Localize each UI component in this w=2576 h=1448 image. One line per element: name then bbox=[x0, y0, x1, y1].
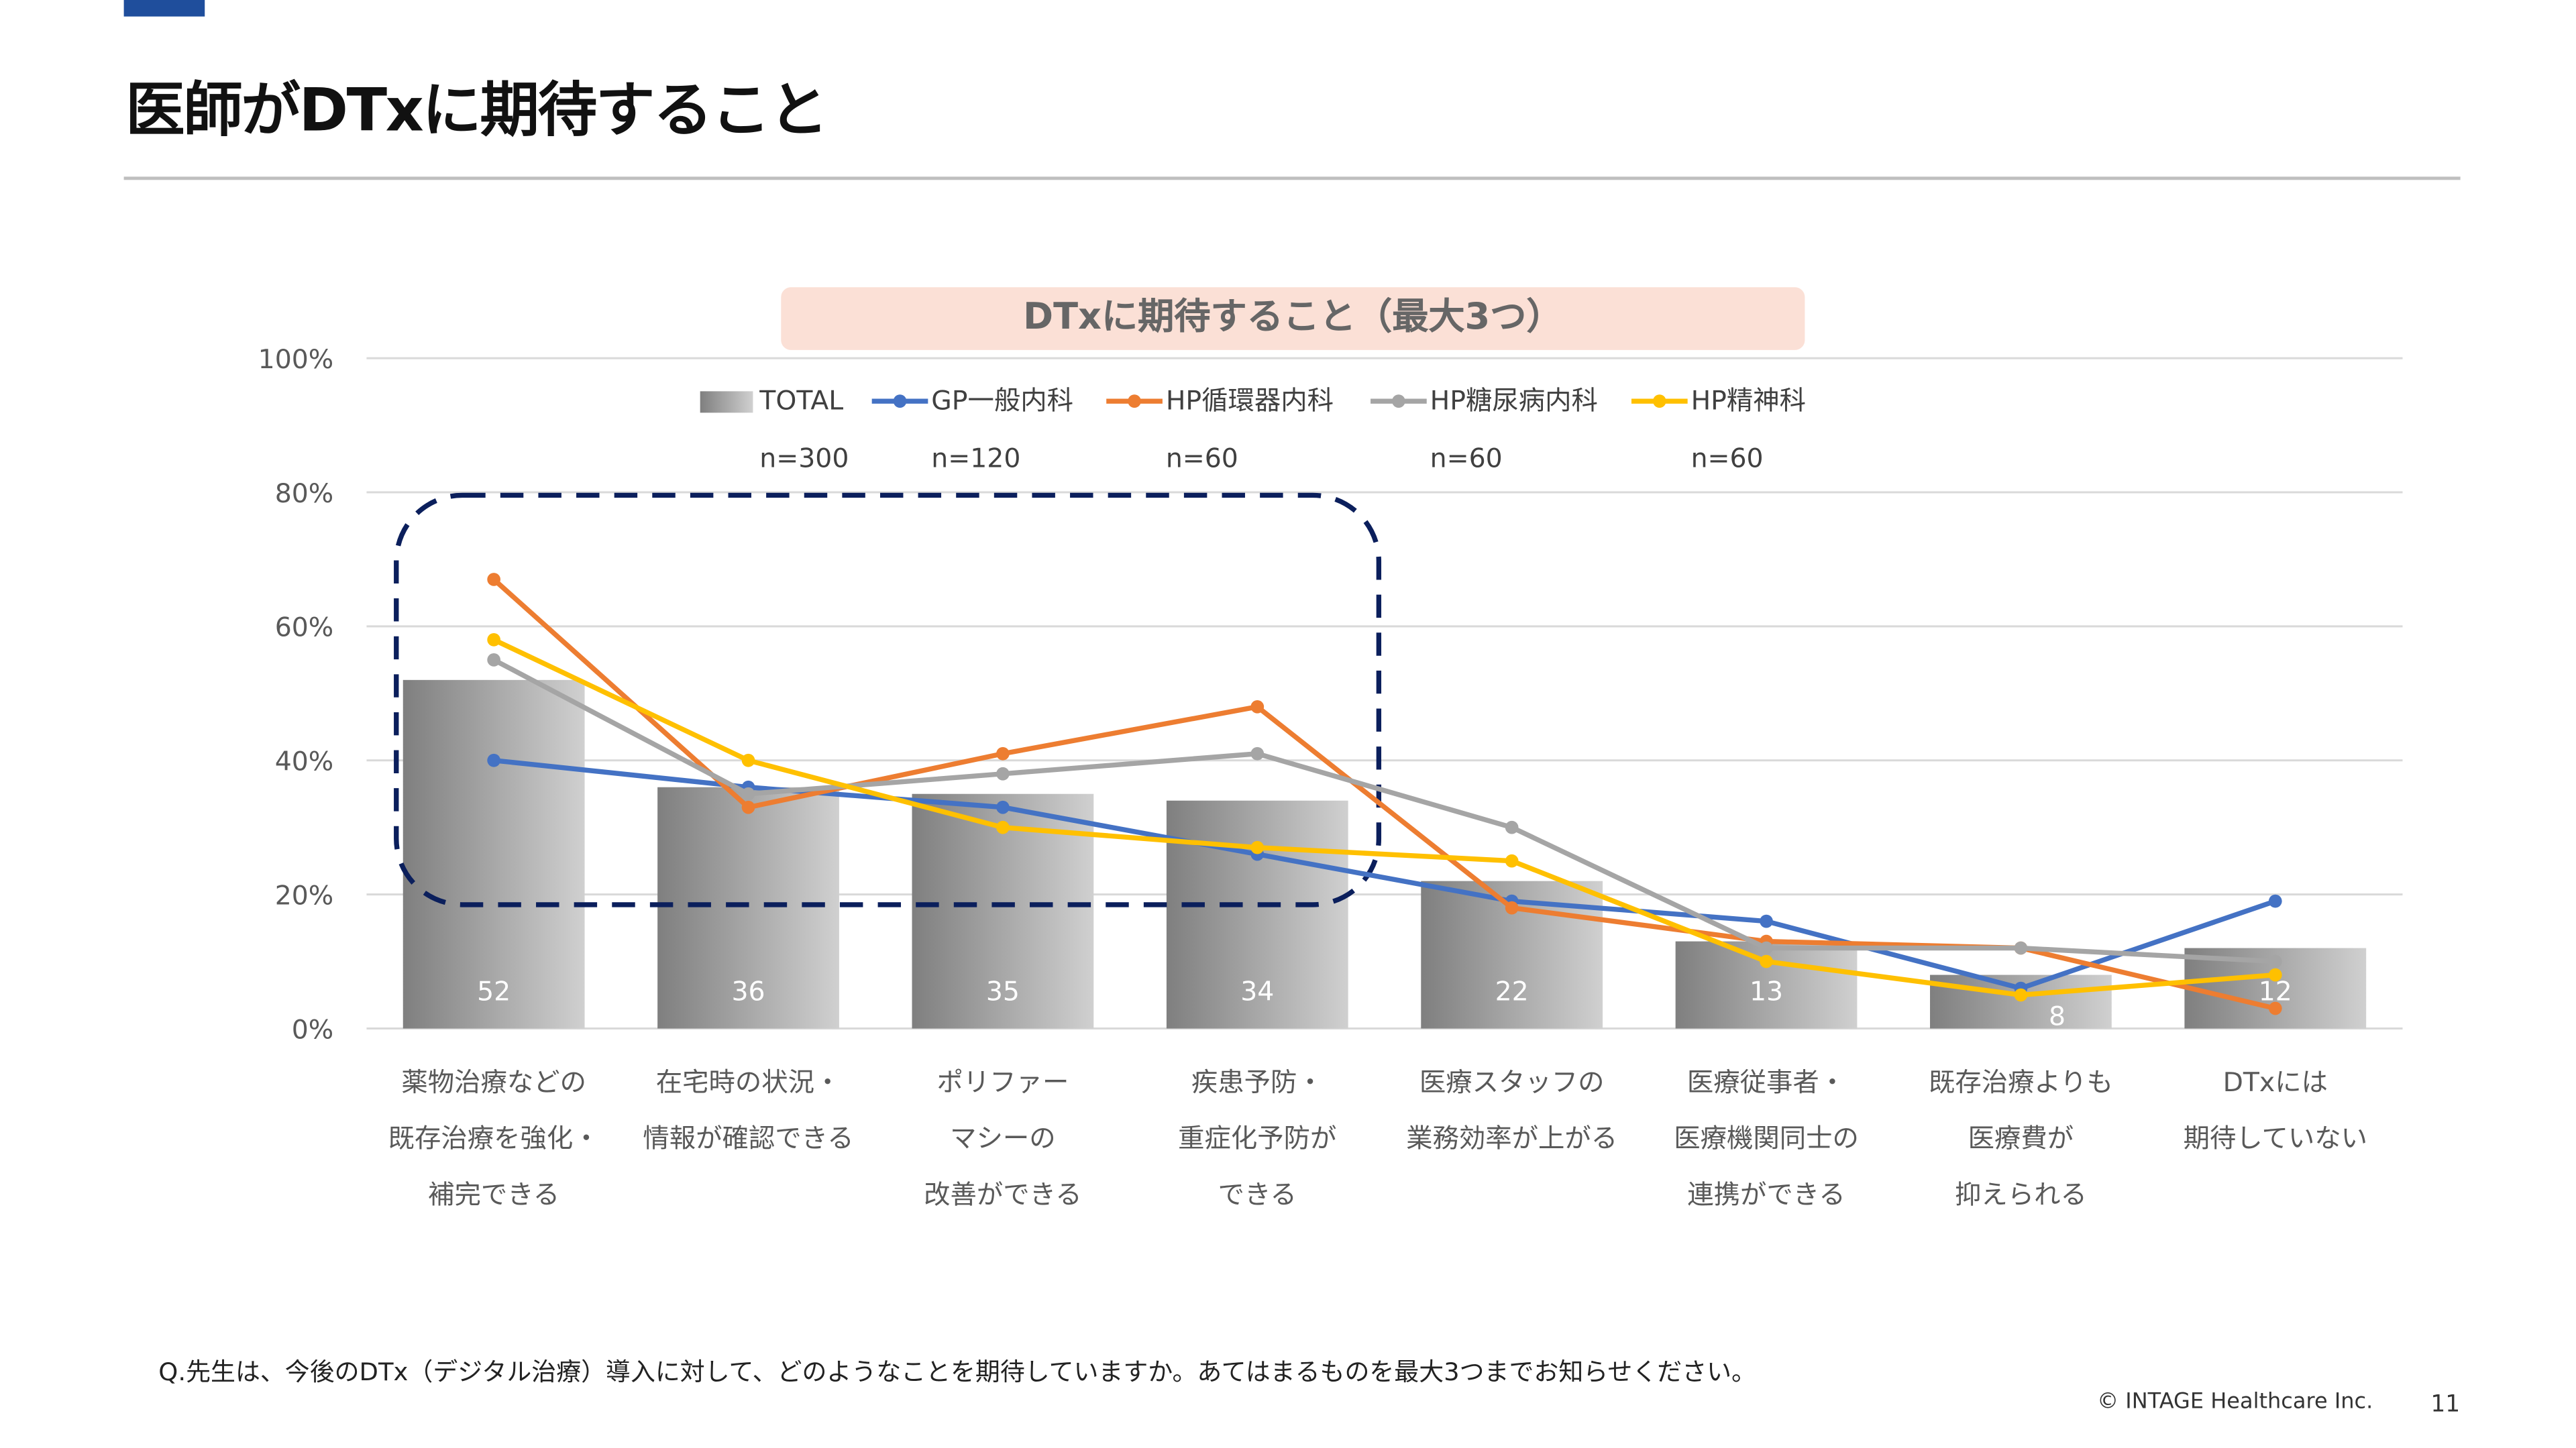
x-tick-label: 連携ができる bbox=[1687, 1179, 1845, 1210]
legend-n: n=60 bbox=[1430, 443, 1503, 474]
accent-bar bbox=[123, 0, 205, 17]
x-tick-label: 重症化予防が bbox=[1178, 1123, 1336, 1154]
bar-data-label: 52 bbox=[477, 977, 511, 1007]
y-tick-label: 100% bbox=[258, 344, 334, 375]
x-tick-label: 既存治療を強化・ bbox=[388, 1123, 600, 1154]
legend-marker bbox=[1652, 394, 1666, 408]
title-divider bbox=[123, 176, 2461, 180]
x-tick-label: 疾患予防・ bbox=[1191, 1067, 1324, 1098]
x-tick-label: 補完できる bbox=[428, 1179, 559, 1210]
x-tick-label: 情報が確認できる bbox=[643, 1123, 853, 1154]
legend-n: n=300 bbox=[759, 443, 849, 474]
line-marker bbox=[2268, 968, 2282, 982]
x-tick-label: 医療スタッフの bbox=[1419, 1067, 1605, 1098]
legend-label: GP一般内科 bbox=[931, 385, 1073, 416]
line-marker bbox=[741, 753, 755, 767]
line-marker bbox=[1505, 820, 1519, 834]
line-marker bbox=[1505, 854, 1519, 868]
line-marker bbox=[487, 573, 500, 586]
y-tick-label: 20% bbox=[275, 880, 334, 911]
page-title: 医師がDTxに期待すること bbox=[125, 77, 828, 146]
legend-label: TOTAL bbox=[759, 385, 843, 416]
x-tick-label: 薬物治療などの bbox=[401, 1067, 586, 1098]
highlight-box bbox=[394, 492, 1382, 907]
line-marker bbox=[487, 633, 500, 647]
line-marker bbox=[741, 787, 755, 801]
line-marker bbox=[2268, 894, 2282, 908]
bar-data-label: 22 bbox=[1495, 977, 1529, 1007]
line-marker bbox=[487, 753, 500, 767]
x-tick-label: 医療費が bbox=[1968, 1123, 2074, 1154]
line-marker bbox=[1250, 840, 1265, 854]
legend-marker bbox=[1392, 394, 1405, 408]
x-tick-label: 抑えられる bbox=[1955, 1179, 2087, 1210]
line-marker bbox=[1760, 954, 1773, 968]
chart-title: DTxに期待すること（最大3つ） bbox=[781, 287, 1805, 350]
x-tick-label: マシーの bbox=[950, 1123, 1056, 1154]
bar-data-label: 35 bbox=[986, 977, 1020, 1007]
line-marker bbox=[996, 767, 1010, 781]
y-tick-label: 80% bbox=[275, 478, 334, 509]
x-tick-label: 既存治療よりも bbox=[1929, 1067, 2113, 1098]
x-tick-label: 医療機関同士の bbox=[1674, 1123, 1859, 1154]
bar-data-label: 36 bbox=[731, 977, 765, 1007]
bar-total bbox=[1166, 800, 1348, 1029]
line-marker bbox=[2268, 1001, 2282, 1015]
legend-n: n=120 bbox=[931, 443, 1020, 474]
bar-data-label: 34 bbox=[1240, 977, 1274, 1007]
legend-marker bbox=[893, 394, 907, 408]
line-marker bbox=[2014, 941, 2028, 955]
line-marker bbox=[996, 800, 1010, 814]
x-tick-label: できる bbox=[1218, 1179, 1297, 1210]
line-marker bbox=[741, 800, 755, 814]
line-marker bbox=[1250, 746, 1265, 761]
line-marker bbox=[996, 746, 1010, 761]
line-marker bbox=[996, 820, 1010, 834]
x-tick-label: 業務効率が上がる bbox=[1406, 1123, 1617, 1154]
legend-n: n=60 bbox=[1691, 443, 1764, 474]
line-HP糖尿病内科 bbox=[492, 657, 2275, 964]
y-tick-label: 0% bbox=[292, 1014, 333, 1045]
survey-question: Q.先生は、今後のDTx（デジタル治療）導入に対して、どのようなことを期待してい… bbox=[158, 1357, 1756, 1387]
line-marker bbox=[1505, 901, 1519, 915]
legend-marker bbox=[1128, 394, 1141, 408]
line-marker bbox=[1760, 941, 1773, 955]
line-marker bbox=[487, 653, 500, 667]
legend-swatch-total bbox=[700, 391, 753, 413]
x-tick-label: 期待していない bbox=[2184, 1123, 2367, 1154]
bar-data-label: 8 bbox=[2049, 1001, 2065, 1032]
x-tick-label: 在宅時の状況・ bbox=[656, 1067, 841, 1098]
legend-label: HP精神科 bbox=[1691, 385, 1806, 416]
legend-n: n=60 bbox=[1166, 443, 1238, 474]
bar-total bbox=[402, 679, 585, 1029]
line-marker bbox=[2014, 988, 2028, 1002]
line-marker bbox=[2268, 954, 2282, 968]
bar-data-label: 13 bbox=[1750, 977, 1783, 1007]
legend-label: HP糖尿病内科 bbox=[1430, 385, 1598, 416]
x-tick-label: 改善ができる bbox=[924, 1179, 1081, 1210]
copyright: © INTAGE Healthcare Inc. bbox=[2097, 1390, 2373, 1415]
line-marker bbox=[1760, 914, 1773, 928]
legend-label: HP循環器内科 bbox=[1166, 385, 1334, 416]
x-tick-label: ポリファー bbox=[936, 1067, 1069, 1098]
x-tick-label: DTxには bbox=[2223, 1067, 2328, 1098]
y-tick-label: 60% bbox=[275, 612, 334, 643]
page-number: 11 bbox=[2430, 1392, 2461, 1418]
y-tick-label: 40% bbox=[275, 746, 334, 777]
x-tick-label: 医療従事者・ bbox=[1687, 1067, 1845, 1098]
bar-total bbox=[657, 787, 839, 1029]
line-marker bbox=[1250, 700, 1265, 714]
line-HP精神科 bbox=[492, 637, 2276, 998]
